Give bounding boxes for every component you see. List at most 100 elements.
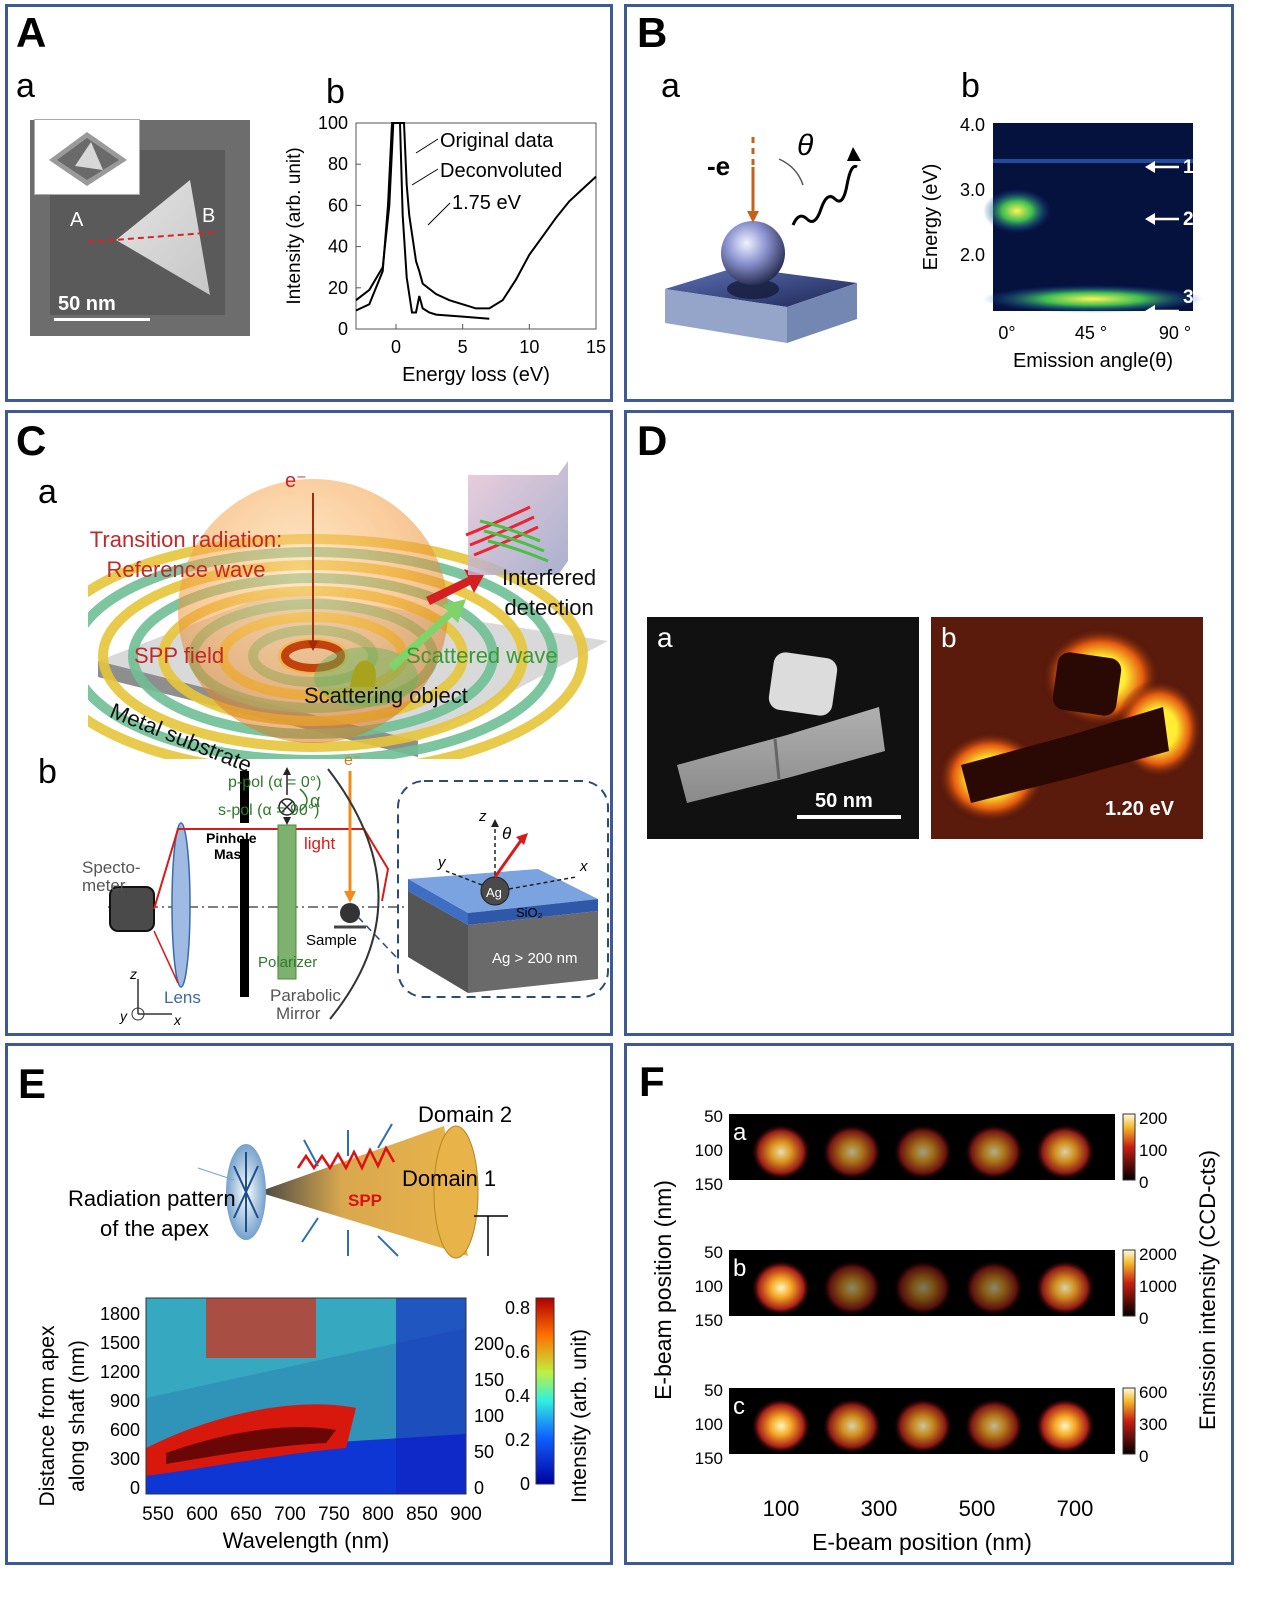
- emission-angle-map: 4.0 3.0 2.0 0° 45 ° 90 ° 1 2 3 Emission angle(θ) E…: [920, 115, 1203, 372]
- x-tick-label: 700: [1057, 1496, 1094, 1521]
- scale-bar: [54, 318, 150, 321]
- y-tick-left: 1800: [100, 1304, 140, 1324]
- x-axis-label: Emission angle(θ): [1013, 350, 1173, 372]
- emission-spot: [964, 1124, 1024, 1180]
- y-axis-label: Intensity (arb. unit): [284, 147, 305, 304]
- image-a-label: a: [657, 622, 673, 653]
- inset-z-label: z: [478, 808, 487, 825]
- x-tick-label: 900: [450, 1504, 482, 1525]
- panel-c-sub-b: b: [38, 753, 57, 791]
- nanoprism-triangle: [116, 180, 210, 295]
- light-label: light: [304, 834, 335, 853]
- x-tick-label: 0: [391, 337, 401, 357]
- panel-c: C a e⁻ Transition radiation:: [5, 410, 613, 1036]
- nanorod: [677, 707, 885, 803]
- colorbar-label: Intensity (arb. unit): [568, 1329, 591, 1503]
- emission-spot: [893, 1260, 953, 1316]
- interfered-detection-label: Interfered detection: [502, 563, 596, 623]
- y-tick-label: 100: [695, 1141, 723, 1160]
- panel-b-label: B: [637, 9, 668, 56]
- x-tick-label: 850: [406, 1504, 438, 1525]
- y-tick-right: 150: [474, 1370, 504, 1390]
- y-tick-label: 2.0: [960, 245, 985, 265]
- tip-cone: [258, 1126, 468, 1256]
- parabolic-label1: Parabolic: [270, 986, 341, 1005]
- y-tick-label: 150: [695, 1311, 723, 1330]
- emission-spot: [751, 1260, 811, 1316]
- panel-a: A a A B 50 nm b 0 5 10 15 0 20 40 60 80 100 Origin…: [5, 4, 613, 402]
- pinhole-mask-bottom: [240, 839, 249, 997]
- theta-label: θ: [797, 129, 814, 162]
- eels-map-image: b 1.20 eV: [931, 617, 1203, 839]
- submap-label: c: [733, 1393, 745, 1420]
- y-tick-label: 0: [338, 319, 348, 339]
- alpha-label: α: [310, 791, 320, 811]
- spp-interference-illustration: e⁻: [88, 461, 608, 759]
- panel-e-label: E: [18, 1060, 47, 1107]
- marker-label: 3: [1183, 287, 1194, 308]
- radiation-label1: Radiation pattern: [68, 1186, 236, 1211]
- electron-label: e⁻: [344, 752, 361, 769]
- tip-base: [433, 1125, 479, 1259]
- legend-deconvoluted: Deconvoluted: [440, 160, 562, 182]
- spp-wave: [296, 1145, 396, 1171]
- x-tick-label: 5: [458, 337, 468, 357]
- panel-b-sub-a: a: [661, 67, 680, 105]
- series-line-2: [355, 122, 490, 320]
- panel-d: D a 50 nm: [624, 410, 1234, 1036]
- marker-arrowhead: [1145, 213, 1155, 225]
- pinhole-label: Pinhole: [206, 830, 257, 846]
- line-profile-dashed: [87, 231, 219, 243]
- tem-inset-3d: [34, 119, 140, 195]
- emission-spot: [893, 1398, 953, 1454]
- y-axis-label-line2: along shaft (nm): [66, 1340, 89, 1492]
- legend-original: Original data: [440, 130, 554, 152]
- ag-particle: [480, 876, 510, 906]
- x-tick-label: 800: [362, 1504, 394, 1525]
- y-tick-label: 50: [704, 1381, 723, 1400]
- tip-illustration: Domain 2 Domain 1 SPP Radiation pattern …: [68, 1102, 512, 1259]
- emission-spot: [822, 1124, 882, 1180]
- x-tick-label: 300: [861, 1496, 898, 1521]
- wavelength-distance-map: 550 600 650 700 750 800 850 900 0 300 600 900 1200 15…: [36, 1297, 591, 1553]
- colorbar-tick: 0: [1139, 1309, 1148, 1328]
- emission-spot: [751, 1124, 811, 1180]
- transition-radiation-label: Transition radiation: Reference wave: [66, 525, 306, 585]
- y-tick-left: 600: [110, 1420, 140, 1440]
- scattering-object-shape: [350, 660, 376, 687]
- image-b-label: b: [941, 622, 957, 653]
- colorbar-tick: 2000: [1139, 1245, 1177, 1264]
- leader-line: [415, 138, 439, 154]
- spp-field-label: SPP field: [134, 643, 225, 668]
- colorbar-tick: 200: [1139, 1109, 1167, 1128]
- emission-spot: [893, 1124, 953, 1180]
- domain2-label: Domain 2: [418, 1102, 512, 1127]
- spectrometer-label2: meter: [82, 876, 126, 895]
- spp-label: SPP: [348, 1191, 382, 1210]
- sample-label: Sample: [306, 932, 357, 949]
- panel-e: E Domain 2 Domain 1 SPP Radiation patter…: [5, 1043, 613, 1565]
- emission-spot: [964, 1398, 1024, 1454]
- colorbar-tick: 0.8: [505, 1298, 530, 1318]
- panel-c-sub-a: a: [38, 473, 57, 511]
- radiation-label2: of the apex: [100, 1216, 209, 1241]
- colorbar-tick: 0: [1139, 1447, 1148, 1466]
- leader-line: [427, 202, 451, 226]
- polarizer-label: Polarizer: [258, 954, 317, 971]
- lens-label: Lens: [164, 988, 201, 1007]
- setup-schematic: z y x p-pol (α = 0°) s-pol (α = 90°) Pin…: [82, 752, 609, 1028]
- electron-label: e⁻: [285, 470, 307, 492]
- lens-shape: [171, 822, 191, 988]
- marker-label: 1: [1183, 157, 1194, 178]
- scattering-object-label: Scattering object: [304, 683, 468, 708]
- point-b-label: B: [202, 205, 215, 227]
- angle-arc: [778, 158, 804, 186]
- colorbar-label: Emission intensity (CCD-cts): [1195, 1150, 1220, 1430]
- domain1-label: Domain 1: [402, 1166, 496, 1191]
- emitted-light-wave: [791, 164, 858, 226]
- plot-frame: [355, 122, 597, 330]
- parabolic-label2: Mirror: [276, 1004, 321, 1023]
- heatmap-upper-red: [206, 1298, 316, 1358]
- eels-spectrum-chart: 0 5 10 15 0 20 40 60 80 100 Original data Deconvolu…: [284, 113, 606, 386]
- substrate-side: [787, 283, 857, 343]
